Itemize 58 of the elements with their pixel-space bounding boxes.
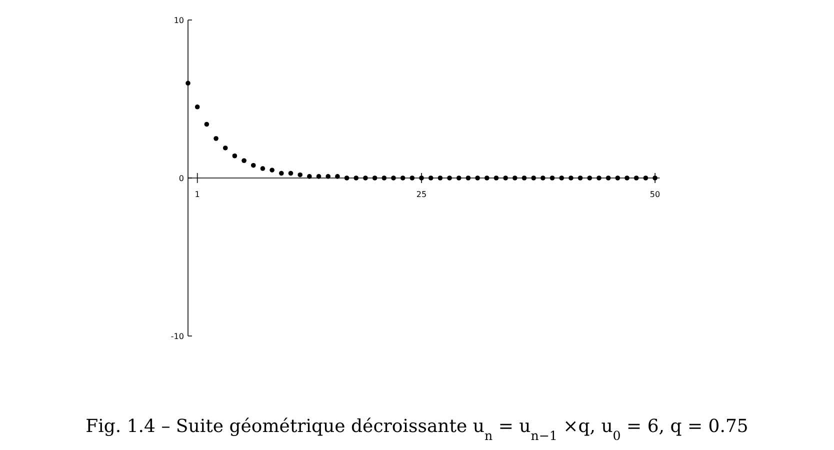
point — [447, 176, 452, 180]
point — [250, 162, 256, 168]
point — [531, 176, 536, 180]
point — [222, 146, 228, 150]
point — [494, 176, 499, 180]
point — [232, 153, 238, 158]
point — [438, 176, 443, 180]
y-tick-label: -10 — [170, 332, 184, 341]
point — [634, 176, 639, 180]
point — [316, 174, 322, 179]
point — [578, 176, 583, 180]
y-tick-label: 0 — [178, 174, 184, 183]
point — [615, 176, 620, 180]
point — [298, 172, 302, 178]
point — [606, 176, 611, 180]
point — [503, 176, 508, 180]
point — [484, 176, 490, 180]
point — [596, 176, 602, 180]
point — [587, 176, 592, 180]
point — [335, 174, 340, 179]
point — [288, 170, 294, 176]
point — [270, 168, 274, 172]
point — [194, 104, 200, 110]
point — [643, 176, 648, 180]
point — [624, 176, 630, 180]
point — [214, 136, 218, 141]
point — [559, 176, 564, 180]
point — [344, 176, 350, 180]
x-tick-label: 1 — [194, 190, 200, 199]
point — [512, 176, 518, 180]
point — [540, 176, 546, 180]
point — [550, 176, 555, 180]
point — [522, 176, 527, 180]
point — [475, 176, 480, 180]
point — [419, 176, 424, 180]
point — [568, 176, 574, 180]
caption: Fig. 1.4 – Suite géométrique décroissante u$_{n}$ = u$_{n−1}$ ×q, u$_{0}$ = 6, q = 0.75 — [86, 416, 748, 442]
point — [354, 176, 359, 180]
point — [307, 174, 312, 179]
point — [279, 170, 284, 176]
point — [652, 176, 658, 180]
x-tick-label: 50 — [650, 190, 660, 199]
point — [242, 158, 246, 164]
point — [204, 122, 210, 127]
point — [186, 80, 190, 86]
y-tick-label: 10 — [174, 16, 184, 25]
point — [260, 166, 266, 171]
x-tick-label: 25 — [416, 190, 427, 199]
point — [466, 176, 471, 180]
point — [428, 176, 434, 180]
point — [326, 174, 331, 179]
point — [363, 176, 368, 180]
point — [372, 176, 378, 180]
point — [400, 176, 406, 180]
point — [410, 176, 415, 180]
point — [456, 176, 462, 180]
point — [391, 176, 396, 180]
point — [382, 176, 387, 180]
